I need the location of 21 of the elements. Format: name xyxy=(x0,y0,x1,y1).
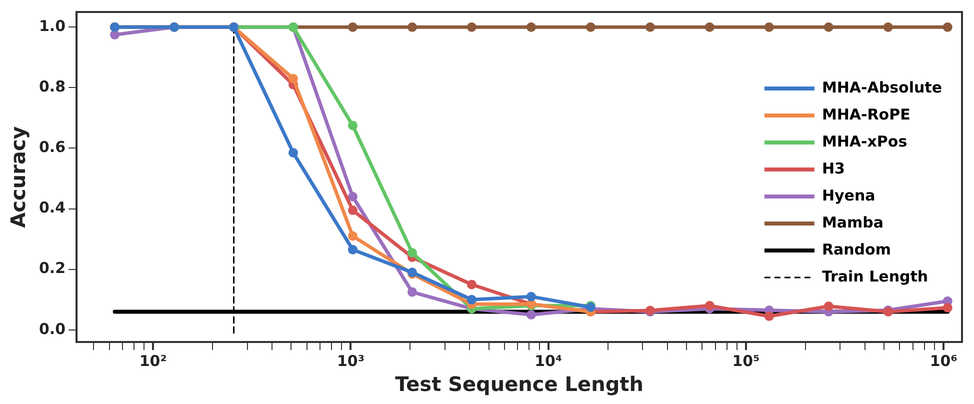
x-tick-label: 10² xyxy=(139,352,167,370)
legend-label: Train Length xyxy=(822,267,928,286)
legend-label: Hyena xyxy=(822,186,876,204)
x-tick-label: 10⁵ xyxy=(732,352,760,370)
x-tick-label: 10³ xyxy=(336,352,364,370)
y-tick-label: 0.8 xyxy=(38,78,66,96)
y-tick-label: 0.4 xyxy=(38,198,66,217)
y-tick-label: 0.0 xyxy=(38,320,66,338)
y-tick-label: 0.6 xyxy=(38,138,66,156)
legend-label: Random xyxy=(822,240,891,258)
x-axis-title: Test Sequence Length xyxy=(395,372,644,396)
y-tick-label: 0.2 xyxy=(38,259,66,278)
legend-label: MHA-Absolute xyxy=(822,78,942,96)
x-tick-label: 10⁴ xyxy=(534,352,562,370)
y-axis-title: Accuracy xyxy=(6,126,30,228)
x-tick-label: 10⁶ xyxy=(930,352,958,370)
legend-label: MHA-RoPE xyxy=(822,105,910,124)
y-tick-label: 1.0 xyxy=(38,17,66,36)
legend-label: Mamba xyxy=(822,213,884,232)
legend-label: H3 xyxy=(822,159,845,178)
legend-label: MHA-xPos xyxy=(822,132,908,150)
